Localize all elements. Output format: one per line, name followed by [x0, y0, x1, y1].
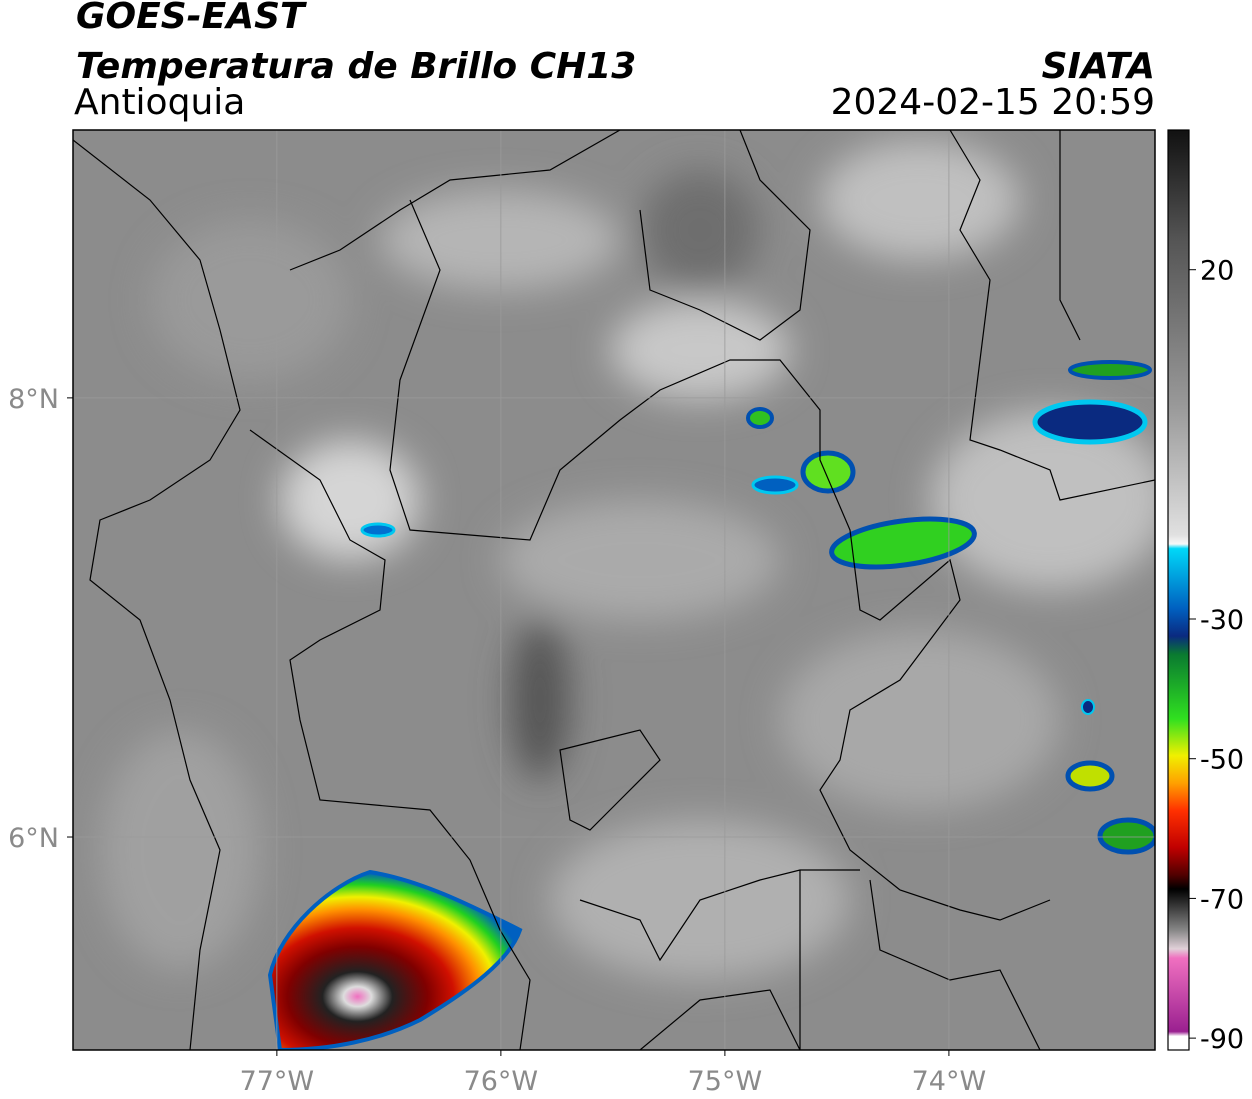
colorbar-tick-label: -70	[1200, 884, 1244, 915]
colorbar-tick-label: 20	[1200, 256, 1234, 287]
colorbar-tick-label: -30	[1200, 605, 1244, 636]
map-frame	[72, 129, 1156, 1051]
map-image	[73, 130, 1155, 1050]
satellite-title: GOES-EAST	[76, 0, 307, 37]
colorbar-tick-label: -90	[1200, 1024, 1244, 1055]
boundaries	[73, 130, 1155, 1050]
convective-cells	[267, 360, 1155, 1050]
x-tick-label: 77°W	[240, 1066, 315, 1097]
colorbar-tick-label: -50	[1200, 745, 1244, 776]
product-title: Temperatura de Brillo CH13	[76, 46, 636, 87]
y-tick-label: 6°N	[8, 823, 59, 854]
y-tick-label: 8°N	[8, 384, 59, 415]
colorbar	[1167, 129, 1190, 1051]
cloud-field	[100, 140, 1155, 980]
agency-label: SIATA	[1042, 46, 1155, 87]
datetime-label: 2024-02-15 20:59	[831, 82, 1155, 123]
x-tick-label: 75°W	[688, 1066, 763, 1097]
graticule	[73, 130, 1155, 1050]
x-tick-label: 74°W	[912, 1066, 987, 1097]
x-tick-label: 76°W	[464, 1066, 539, 1097]
region-label: Antioquia	[74, 82, 245, 123]
